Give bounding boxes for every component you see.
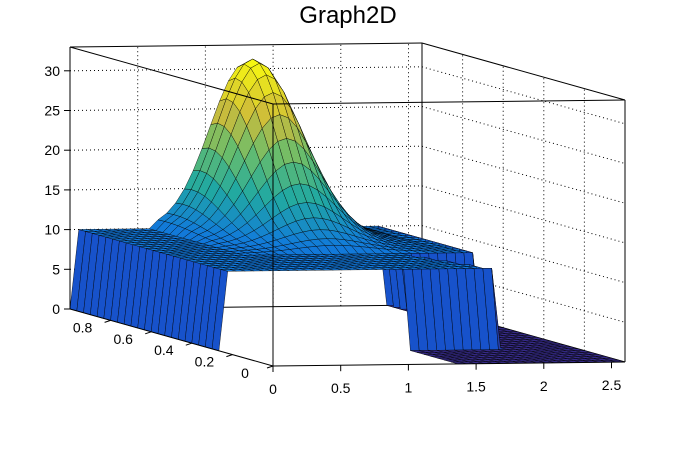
y-tick (266, 365, 274, 369)
y-tick-label: 0.8 (73, 319, 93, 335)
surface-mesh (69, 58, 626, 365)
chart-title: Graph2D (299, 2, 397, 29)
y-tick (104, 319, 111, 323)
z-tick-label: 25 (44, 103, 60, 119)
x-tick-label: 1.5 (466, 379, 486, 395)
axis-edge (421, 42, 626, 101)
z-gridline (421, 106, 626, 164)
x-tick-label: 0 (269, 381, 277, 397)
z-tick-label: 10 (44, 222, 60, 238)
z-gridline (421, 145, 626, 204)
axis-edge (272, 99, 626, 105)
y-axis-line (69, 308, 274, 367)
y-tick-label: 0.4 (154, 342, 174, 358)
z-gridline (421, 185, 626, 244)
y-tick-label: 0 (241, 365, 249, 381)
y-tick-label: 0.6 (113, 331, 133, 347)
z-tick-label: 15 (44, 182, 60, 198)
x-tick-label: 0.5 (331, 380, 351, 396)
axis-edge (69, 46, 274, 105)
x-axis-line (272, 361, 626, 367)
y-tick (226, 354, 233, 358)
z-tick-label: 0 (52, 301, 60, 317)
axes-front-frame (64, 46, 626, 372)
x-tick-label: 2 (540, 378, 548, 394)
z-tick-label: 30 (44, 63, 60, 79)
axis-edge (69, 42, 423, 48)
y-tick (185, 342, 192, 346)
z-gridline (421, 66, 626, 125)
y-tick-label: 0.2 (195, 354, 215, 370)
x-tick-label: 2.5 (602, 377, 622, 393)
y-tick (145, 331, 152, 335)
z-tick-label: 5 (52, 261, 60, 277)
z-tick-label: 20 (44, 142, 60, 158)
tick-labels: 0 0.5 1 1.5 2 2.5 0 0.2 0.4 0.6 0.8 0 5 10 15 20 25 30 (44, 63, 621, 397)
x-tick-label: 1 (405, 380, 413, 396)
